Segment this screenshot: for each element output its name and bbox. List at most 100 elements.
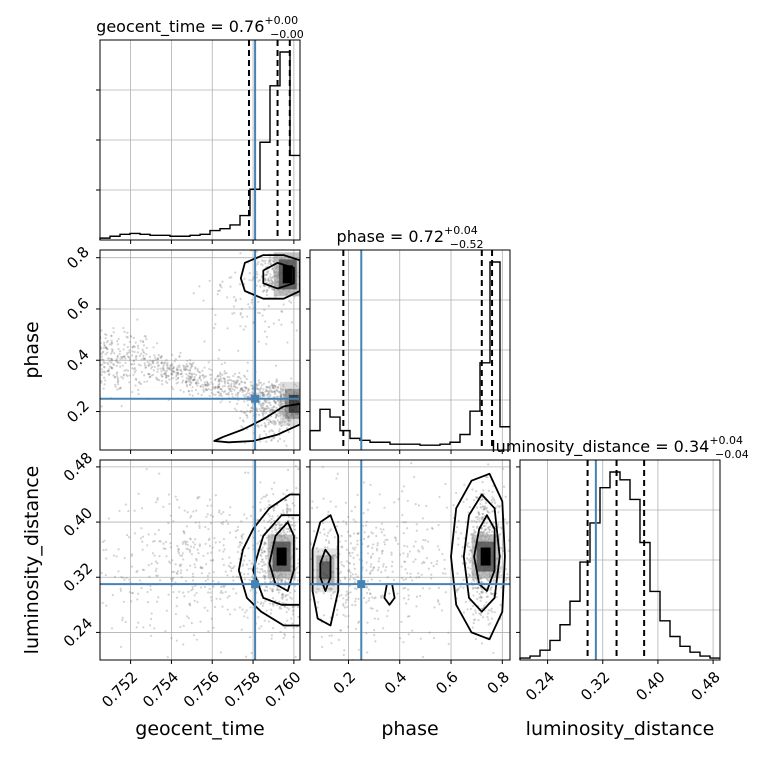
sample-point xyxy=(230,384,233,387)
sample-point xyxy=(409,572,412,575)
sample-point xyxy=(323,533,326,536)
sample-point xyxy=(346,598,349,601)
sample-point xyxy=(500,527,504,530)
sample-point xyxy=(148,372,151,376)
sample-point xyxy=(222,550,225,553)
sample-point xyxy=(208,373,212,376)
sample-point xyxy=(267,386,271,389)
sample-point xyxy=(481,531,484,535)
sample-point xyxy=(145,663,147,665)
sample-point xyxy=(350,519,352,521)
sample-point xyxy=(187,374,190,377)
sample-point xyxy=(375,566,377,568)
sample-point xyxy=(100,381,103,384)
sample-point xyxy=(282,529,286,532)
sample-point xyxy=(479,614,483,617)
sample-point xyxy=(160,375,163,378)
sample-point xyxy=(214,322,217,326)
sample-point xyxy=(127,355,130,358)
sample-point xyxy=(475,490,478,493)
sample-point xyxy=(143,357,147,360)
sample-point xyxy=(120,355,123,358)
sample-point xyxy=(284,626,287,630)
sample-point xyxy=(369,565,372,568)
sample-point xyxy=(287,424,291,427)
sample-point xyxy=(133,532,136,535)
sample-point xyxy=(195,638,198,641)
sample-point xyxy=(277,527,280,530)
sample-point xyxy=(165,363,168,366)
sample-point xyxy=(484,501,488,505)
sample-point xyxy=(237,545,240,549)
sample-point xyxy=(226,596,229,599)
sample-point xyxy=(242,533,245,536)
sample-point xyxy=(340,561,343,564)
sample-point xyxy=(207,384,210,387)
sample-point xyxy=(283,531,286,534)
sample-point xyxy=(189,377,192,380)
sample-point xyxy=(192,575,195,578)
sample-point xyxy=(241,410,244,413)
sample-point xyxy=(271,409,274,412)
sample-point xyxy=(271,282,274,285)
sample-point xyxy=(268,514,271,518)
sample-point xyxy=(264,390,267,393)
sample-point xyxy=(288,300,291,303)
sample-point xyxy=(482,508,485,511)
sample-point xyxy=(407,633,410,636)
sample-point xyxy=(271,281,275,284)
sample-point xyxy=(348,561,351,565)
sample-point xyxy=(296,571,299,574)
sample-point xyxy=(182,390,185,393)
sample-point xyxy=(179,351,182,354)
sample-point xyxy=(286,593,289,597)
sample-point xyxy=(180,569,183,572)
sample-point xyxy=(469,607,472,611)
sample-point xyxy=(273,420,276,423)
sample-point xyxy=(349,591,352,594)
sample-point xyxy=(504,568,508,571)
sample-point xyxy=(369,571,372,574)
sample-point xyxy=(274,416,277,419)
sample-point xyxy=(352,532,356,535)
sample-point xyxy=(301,567,303,569)
sample-point xyxy=(184,368,187,371)
sample-point xyxy=(303,543,305,545)
sample-point xyxy=(239,311,242,315)
sample-point xyxy=(269,387,272,390)
sample-point xyxy=(353,581,356,584)
sample-point xyxy=(189,358,192,362)
sample-point xyxy=(295,329,298,332)
sample-point xyxy=(290,414,293,417)
sample-point xyxy=(264,279,267,282)
sample-point xyxy=(475,496,479,499)
sample-point xyxy=(233,385,236,388)
sample-point xyxy=(223,379,226,382)
sample-point xyxy=(492,651,495,655)
sample-point xyxy=(267,395,270,398)
sample-point xyxy=(186,359,189,362)
truth-marker xyxy=(251,394,260,403)
panel-frame xyxy=(309,249,511,451)
sample-point xyxy=(179,373,182,376)
sample-point xyxy=(228,531,232,534)
sample-point xyxy=(345,548,349,551)
sample-point xyxy=(287,245,289,247)
sample-point xyxy=(474,637,478,641)
sample-point xyxy=(248,578,251,582)
sample-point xyxy=(206,388,209,392)
sample-point xyxy=(243,389,246,392)
sample-point xyxy=(366,508,370,511)
sample-point xyxy=(456,572,459,575)
sample-point xyxy=(223,377,226,381)
sample-point xyxy=(189,363,192,366)
sample-point xyxy=(193,375,196,379)
sample-point xyxy=(141,535,145,538)
sample-point xyxy=(156,362,159,365)
sample-point xyxy=(100,355,103,358)
sample-point xyxy=(305,625,307,627)
sample-point xyxy=(214,494,218,497)
sample-point xyxy=(438,603,441,606)
sample-point xyxy=(480,590,483,593)
sample-point xyxy=(121,364,124,367)
